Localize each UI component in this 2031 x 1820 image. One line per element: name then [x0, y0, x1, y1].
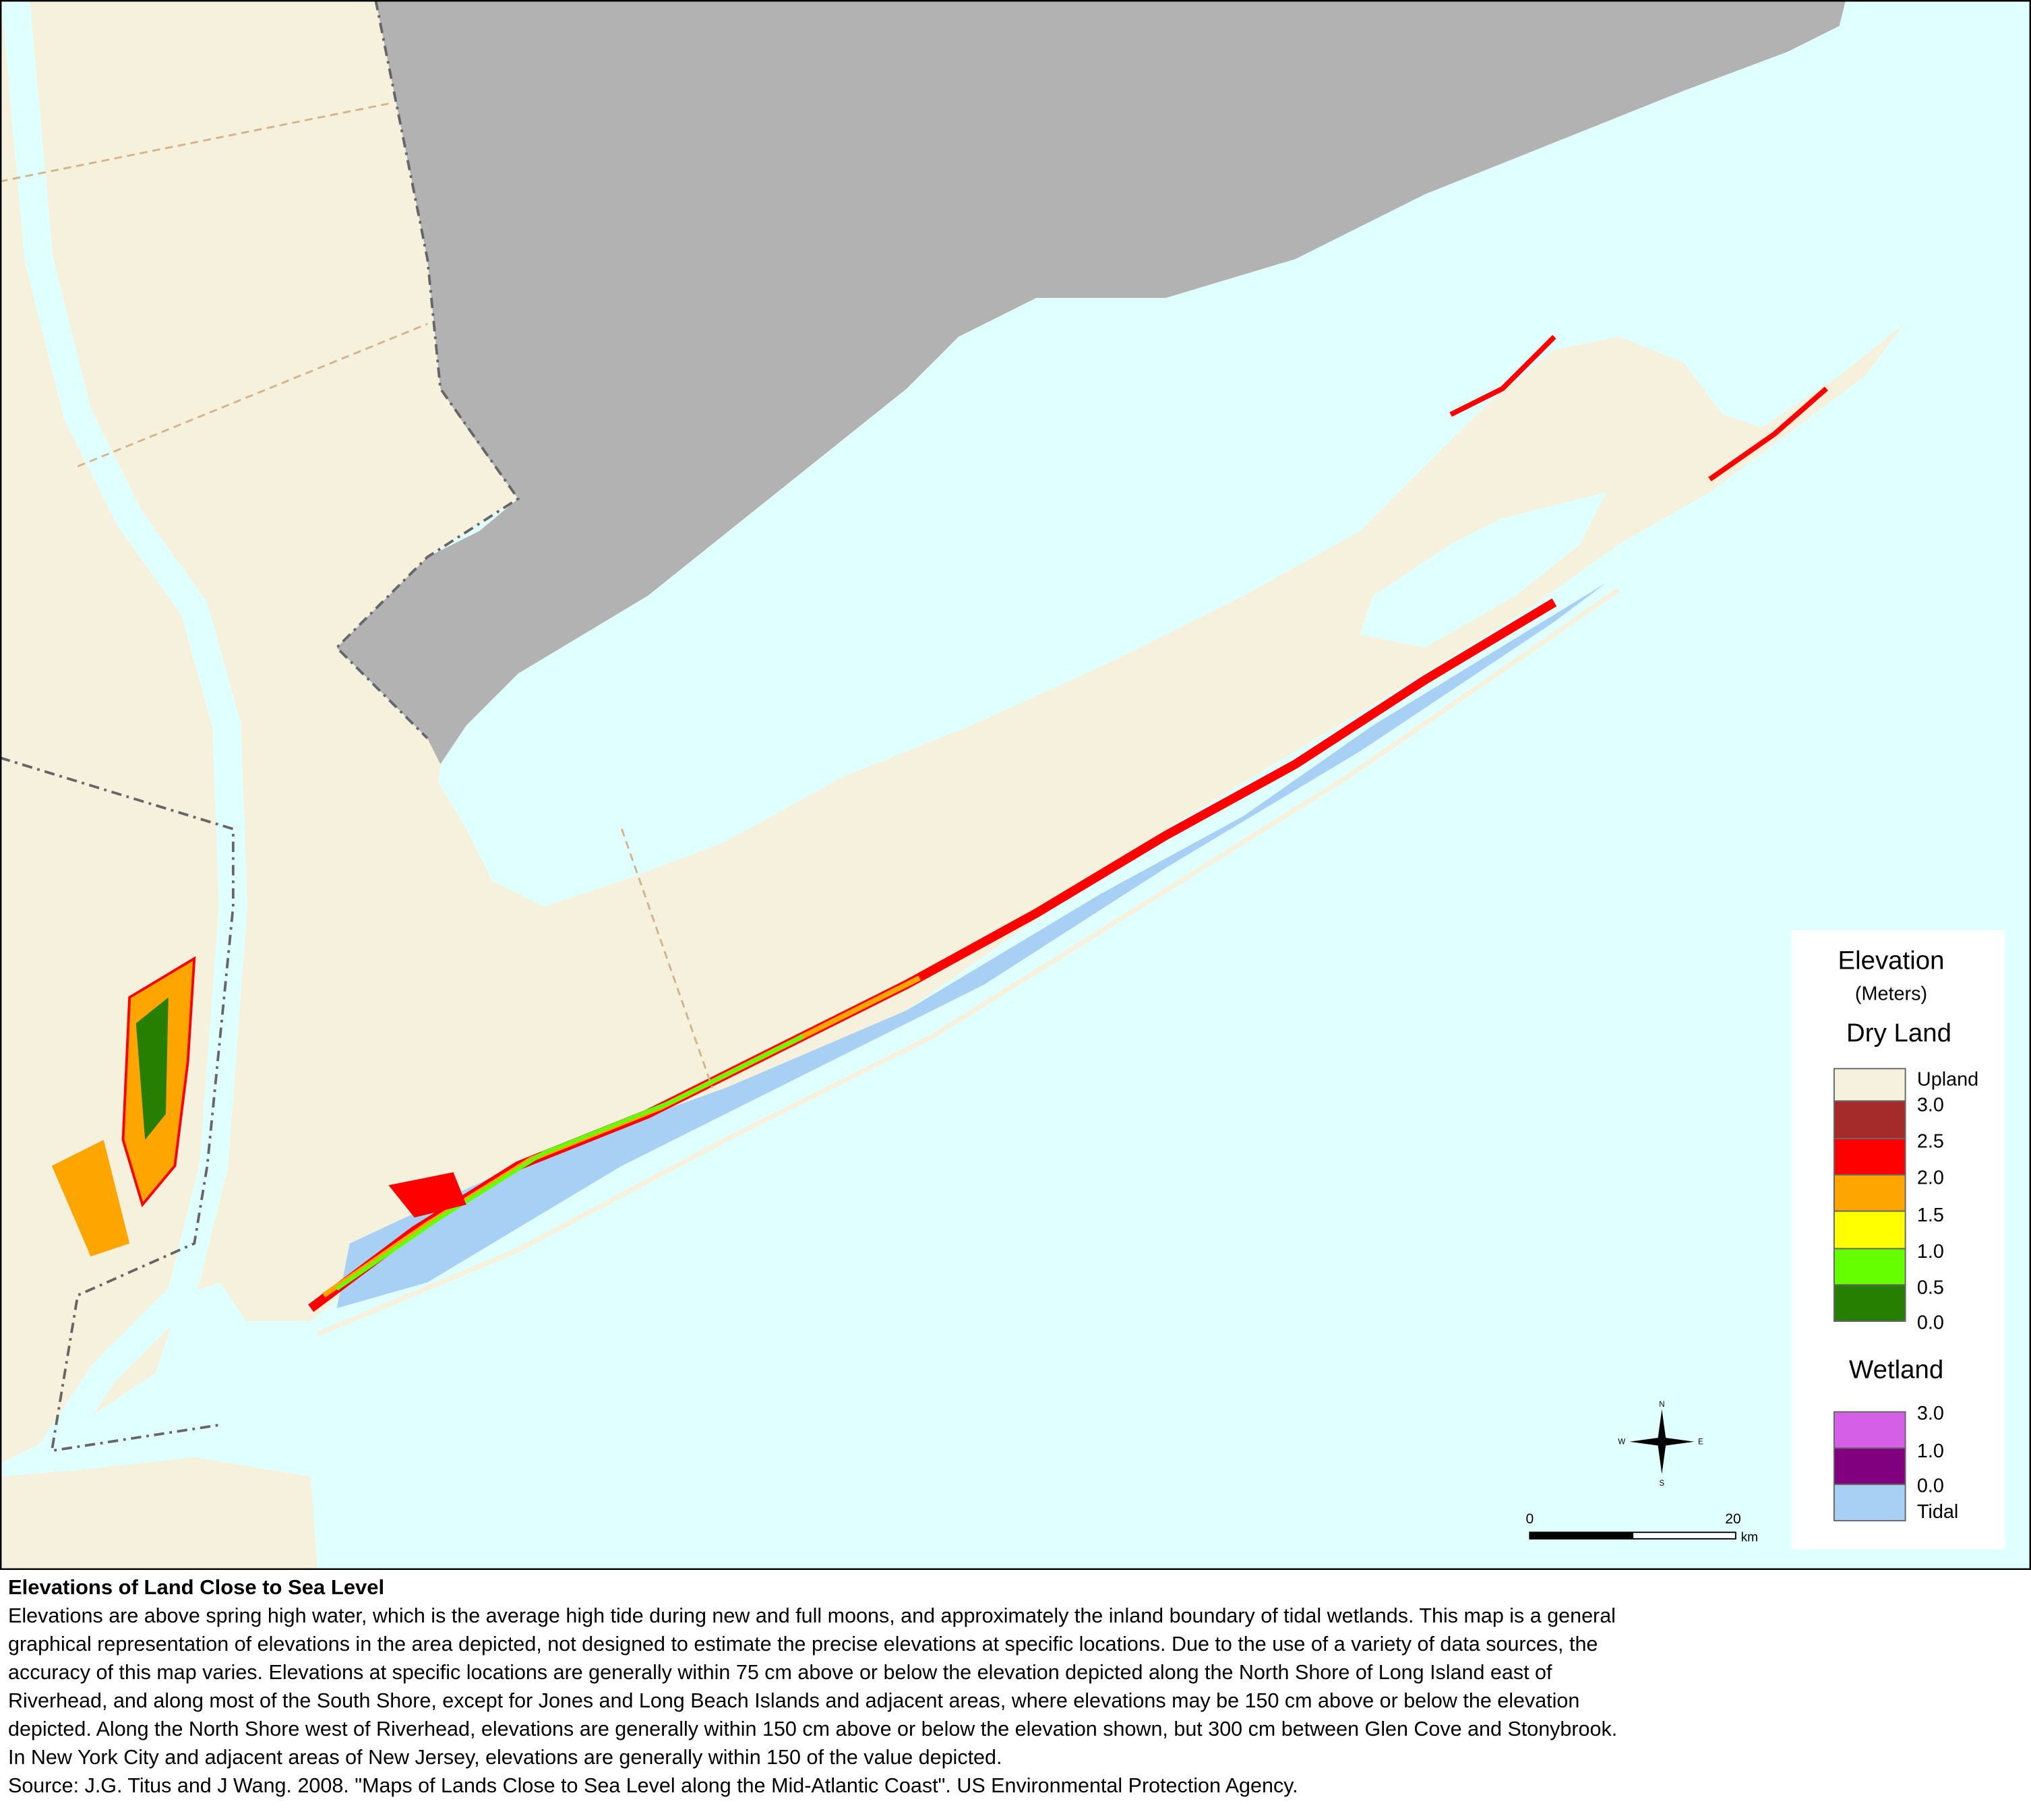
caption-line: Source: J.G. Titus and J Wang. 2008. "Ma… — [8, 1774, 1298, 1797]
swatch — [1833, 1447, 1906, 1486]
legend-label: 2.0 — [1917, 1167, 1944, 1188]
legend-section: Wetland — [1849, 1356, 1943, 1385]
legend-label: 3.0 — [1917, 1403, 1944, 1424]
scale-bar: 0 20 km — [1525, 1511, 1758, 1545]
caption-title: Elevations of Land Close to Sea Level — [8, 1575, 385, 1599]
county-line — [0, 102, 389, 183]
bay — [50, 1365, 290, 1460]
swatch — [1833, 1174, 1906, 1212]
staten-island-south — [0, 1457, 317, 1570]
peconic-bay — [1360, 492, 1606, 648]
map: Elevation (Meters) Dry Land Upland 3.0 2… — [0, 0, 2031, 1570]
compass-label: N — [1659, 1401, 1664, 1409]
scale-bar-segment — [1529, 1532, 1634, 1539]
county-line — [77, 323, 428, 468]
legend-title: Elevation — [1838, 946, 1944, 975]
legend-label: 3.0 — [1917, 1095, 1944, 1116]
scale-label: 20 — [1725, 1511, 1741, 1527]
legend-label: 2.5 — [1917, 1131, 1944, 1153]
state-line — [0, 756, 235, 1453]
swatch — [1833, 1100, 1906, 1140]
legend: Elevation (Meters) Dry Land Upland 3.0 2… — [1791, 930, 2005, 1550]
legend-label: Tidal — [1917, 1501, 1958, 1523]
south-fork-shore — [1708, 386, 1828, 482]
legend-label: 1.5 — [1917, 1205, 1944, 1226]
swatch — [1833, 1210, 1906, 1250]
scale-unit: km — [1741, 1531, 1759, 1545]
legend-label: 0.0 — [1917, 1476, 1944, 1497]
jamaica-bay-edge — [388, 1172, 466, 1218]
map-border — [0, 0, 2031, 1570]
caption-line: Riverhead, and along most of the South S… — [8, 1689, 1580, 1712]
compass-needle — [1629, 1437, 1662, 1446]
connecticut — [336, 0, 1846, 764]
jersey-city — [51, 1140, 130, 1256]
legend-units: (Meters) — [1855, 983, 1927, 1004]
scale-label: 0 — [1525, 1511, 1534, 1527]
hudson-river — [1, 0, 248, 1459]
legend-label: 1.0 — [1917, 1440, 1944, 1462]
legend-label: 0.5 — [1917, 1277, 1944, 1299]
legend-label: 1.0 — [1917, 1241, 1944, 1263]
compass-needle — [1658, 1441, 1666, 1474]
legend-label: Upland — [1917, 1068, 1978, 1090]
compass-needle — [1658, 1409, 1666, 1442]
legend-section: Dry Land — [1846, 1019, 1951, 1048]
swatch — [1833, 1138, 1906, 1176]
swatch — [1833, 1248, 1906, 1286]
north-fork-shore — [1449, 334, 1556, 417]
south-shore-1m — [335, 1034, 804, 1291]
swatch-upland — [1833, 1068, 1906, 1102]
state-line — [334, 0, 520, 739]
barrier-islands — [316, 587, 1621, 1337]
compass-label: E — [1698, 1438, 1703, 1447]
caption-line: depicted. Along the North Shore west of … — [8, 1718, 1618, 1740]
county-line — [620, 828, 714, 1089]
compass: N S W E — [1618, 1401, 1703, 1488]
compass-label: W — [1618, 1438, 1625, 1447]
caption-line: accuracy of this map varies. Elevations … — [8, 1661, 1552, 1684]
caption-line: graphical representation of elevations i… — [8, 1633, 1598, 1656]
tidal-wetlands — [336, 582, 1606, 1308]
caption-line: Elevations are above spring high water, … — [8, 1604, 1616, 1627]
caption: Elevations of Land Close to Sea Level El… — [8, 1573, 2027, 1800]
compass-needle — [1662, 1437, 1695, 1446]
swatch-tidal — [1833, 1484, 1906, 1521]
compass-label: S — [1660, 1480, 1665, 1488]
swatch — [1833, 1411, 1906, 1449]
caption-line: In New York City and adjacent areas of N… — [8, 1746, 1002, 1769]
swatch — [1833, 1284, 1906, 1322]
meadowlands — [135, 997, 169, 1141]
legend-label: 0.0 — [1917, 1312, 1944, 1334]
